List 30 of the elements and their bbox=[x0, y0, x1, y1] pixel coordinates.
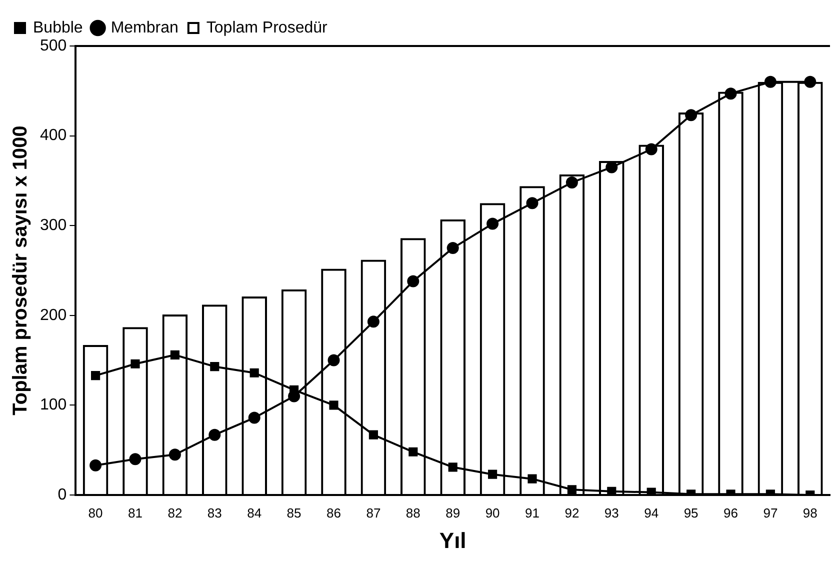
y-tick-label: 200 bbox=[40, 306, 67, 324]
x-tick-label: 96 bbox=[724, 505, 738, 520]
x-tick-label: 93 bbox=[604, 505, 619, 520]
y-tick-label: 100 bbox=[40, 396, 67, 414]
y-tick-label: 400 bbox=[40, 127, 67, 144]
x-tick-label: 87 bbox=[366, 505, 381, 520]
x-tick-label: 92 bbox=[564, 505, 580, 520]
x-tick-label: 98 bbox=[802, 505, 818, 520]
x-tick-label: 83 bbox=[207, 505, 222, 520]
x-tick-label: 95 bbox=[684, 505, 698, 520]
x-tick-label: 88 bbox=[406, 505, 420, 520]
x-tick-label: 86 bbox=[326, 505, 341, 520]
y-tick-label: 300 bbox=[40, 217, 67, 234]
x-tick-label: 81 bbox=[128, 505, 142, 520]
x-tick-label: 94 bbox=[644, 505, 659, 520]
legend-label: Bubble bbox=[33, 19, 83, 36]
x-tick-label: 97 bbox=[763, 505, 778, 520]
y-tick-label: 0 bbox=[58, 486, 67, 504]
x-tick-label: 90 bbox=[485, 505, 500, 520]
x-tick-label: 84 bbox=[247, 505, 262, 520]
x-tick-label: 80 bbox=[88, 505, 103, 520]
legend-label: Membran bbox=[110, 19, 178, 36]
legend-label: Toplam Prosedür bbox=[206, 19, 328, 36]
x-axis-title: Yıl bbox=[439, 528, 466, 553]
x-tick-label: 91 bbox=[525, 505, 540, 520]
x-tick-label: 89 bbox=[446, 505, 460, 520]
y-axis-title: Toplam prosedür sayısı x 1000 bbox=[10, 126, 32, 416]
x-tick-label: 85 bbox=[286, 505, 302, 520]
y-tick-label: 500 bbox=[40, 37, 67, 54]
x-tick-label: 82 bbox=[168, 505, 182, 520]
